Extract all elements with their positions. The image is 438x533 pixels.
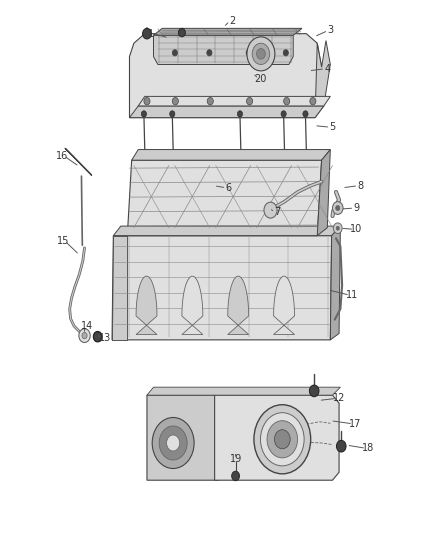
Text: 5: 5 [329, 122, 336, 132]
Circle shape [207, 98, 213, 105]
Polygon shape [153, 28, 302, 35]
Polygon shape [315, 41, 330, 118]
Polygon shape [136, 276, 157, 335]
Circle shape [303, 111, 308, 117]
Circle shape [82, 333, 87, 339]
Polygon shape [112, 236, 332, 340]
Text: 20: 20 [255, 74, 267, 84]
Polygon shape [130, 34, 321, 118]
Circle shape [93, 332, 102, 342]
Text: 8: 8 [357, 181, 364, 191]
Circle shape [79, 329, 90, 343]
Circle shape [207, 50, 212, 56]
Circle shape [247, 98, 253, 105]
Circle shape [172, 50, 177, 56]
Circle shape [178, 28, 185, 37]
Circle shape [152, 417, 194, 469]
Circle shape [336, 440, 346, 452]
Circle shape [237, 111, 243, 117]
Circle shape [170, 111, 175, 117]
Polygon shape [228, 276, 249, 335]
Text: 16: 16 [56, 151, 68, 161]
Circle shape [336, 205, 340, 211]
Polygon shape [147, 395, 219, 480]
Polygon shape [130, 106, 324, 118]
Text: 6: 6 [226, 183, 232, 193]
Polygon shape [330, 226, 340, 340]
Circle shape [284, 98, 290, 105]
Polygon shape [153, 35, 293, 64]
Polygon shape [132, 150, 330, 160]
Circle shape [283, 50, 288, 56]
Polygon shape [274, 276, 294, 335]
Circle shape [336, 226, 339, 230]
Circle shape [144, 98, 150, 105]
Polygon shape [138, 96, 330, 106]
Text: 17: 17 [349, 419, 361, 429]
Text: 19: 19 [230, 454, 242, 464]
Circle shape [246, 50, 251, 56]
Polygon shape [317, 150, 330, 236]
Circle shape [166, 435, 180, 451]
Circle shape [247, 37, 275, 71]
Text: 2: 2 [229, 16, 235, 26]
Text: 12: 12 [333, 393, 345, 403]
Circle shape [254, 405, 311, 474]
Circle shape [232, 471, 240, 481]
Polygon shape [113, 226, 340, 236]
Circle shape [310, 98, 316, 105]
Circle shape [252, 43, 270, 64]
Text: 7: 7 [274, 207, 280, 217]
Text: 18: 18 [362, 443, 374, 453]
Circle shape [309, 385, 319, 397]
Text: 13: 13 [99, 333, 111, 343]
Polygon shape [182, 276, 203, 335]
Circle shape [281, 111, 286, 117]
Circle shape [267, 421, 297, 458]
Circle shape [275, 430, 290, 449]
Circle shape [143, 28, 151, 39]
Polygon shape [147, 387, 340, 395]
Circle shape [332, 201, 343, 214]
Polygon shape [127, 160, 321, 236]
Text: 1: 1 [148, 29, 154, 39]
Circle shape [141, 111, 147, 117]
Text: 10: 10 [350, 224, 363, 235]
Circle shape [333, 223, 342, 233]
Polygon shape [215, 395, 339, 480]
Circle shape [261, 413, 304, 466]
Text: 4: 4 [324, 64, 330, 74]
Text: 15: 15 [57, 236, 69, 246]
Circle shape [257, 49, 265, 59]
Polygon shape [112, 236, 127, 340]
Circle shape [172, 98, 178, 105]
Text: 14: 14 [81, 321, 93, 331]
Text: 11: 11 [346, 290, 358, 300]
Circle shape [264, 202, 277, 218]
Circle shape [159, 426, 187, 460]
Text: 3: 3 [327, 26, 333, 36]
Text: 9: 9 [353, 203, 360, 213]
